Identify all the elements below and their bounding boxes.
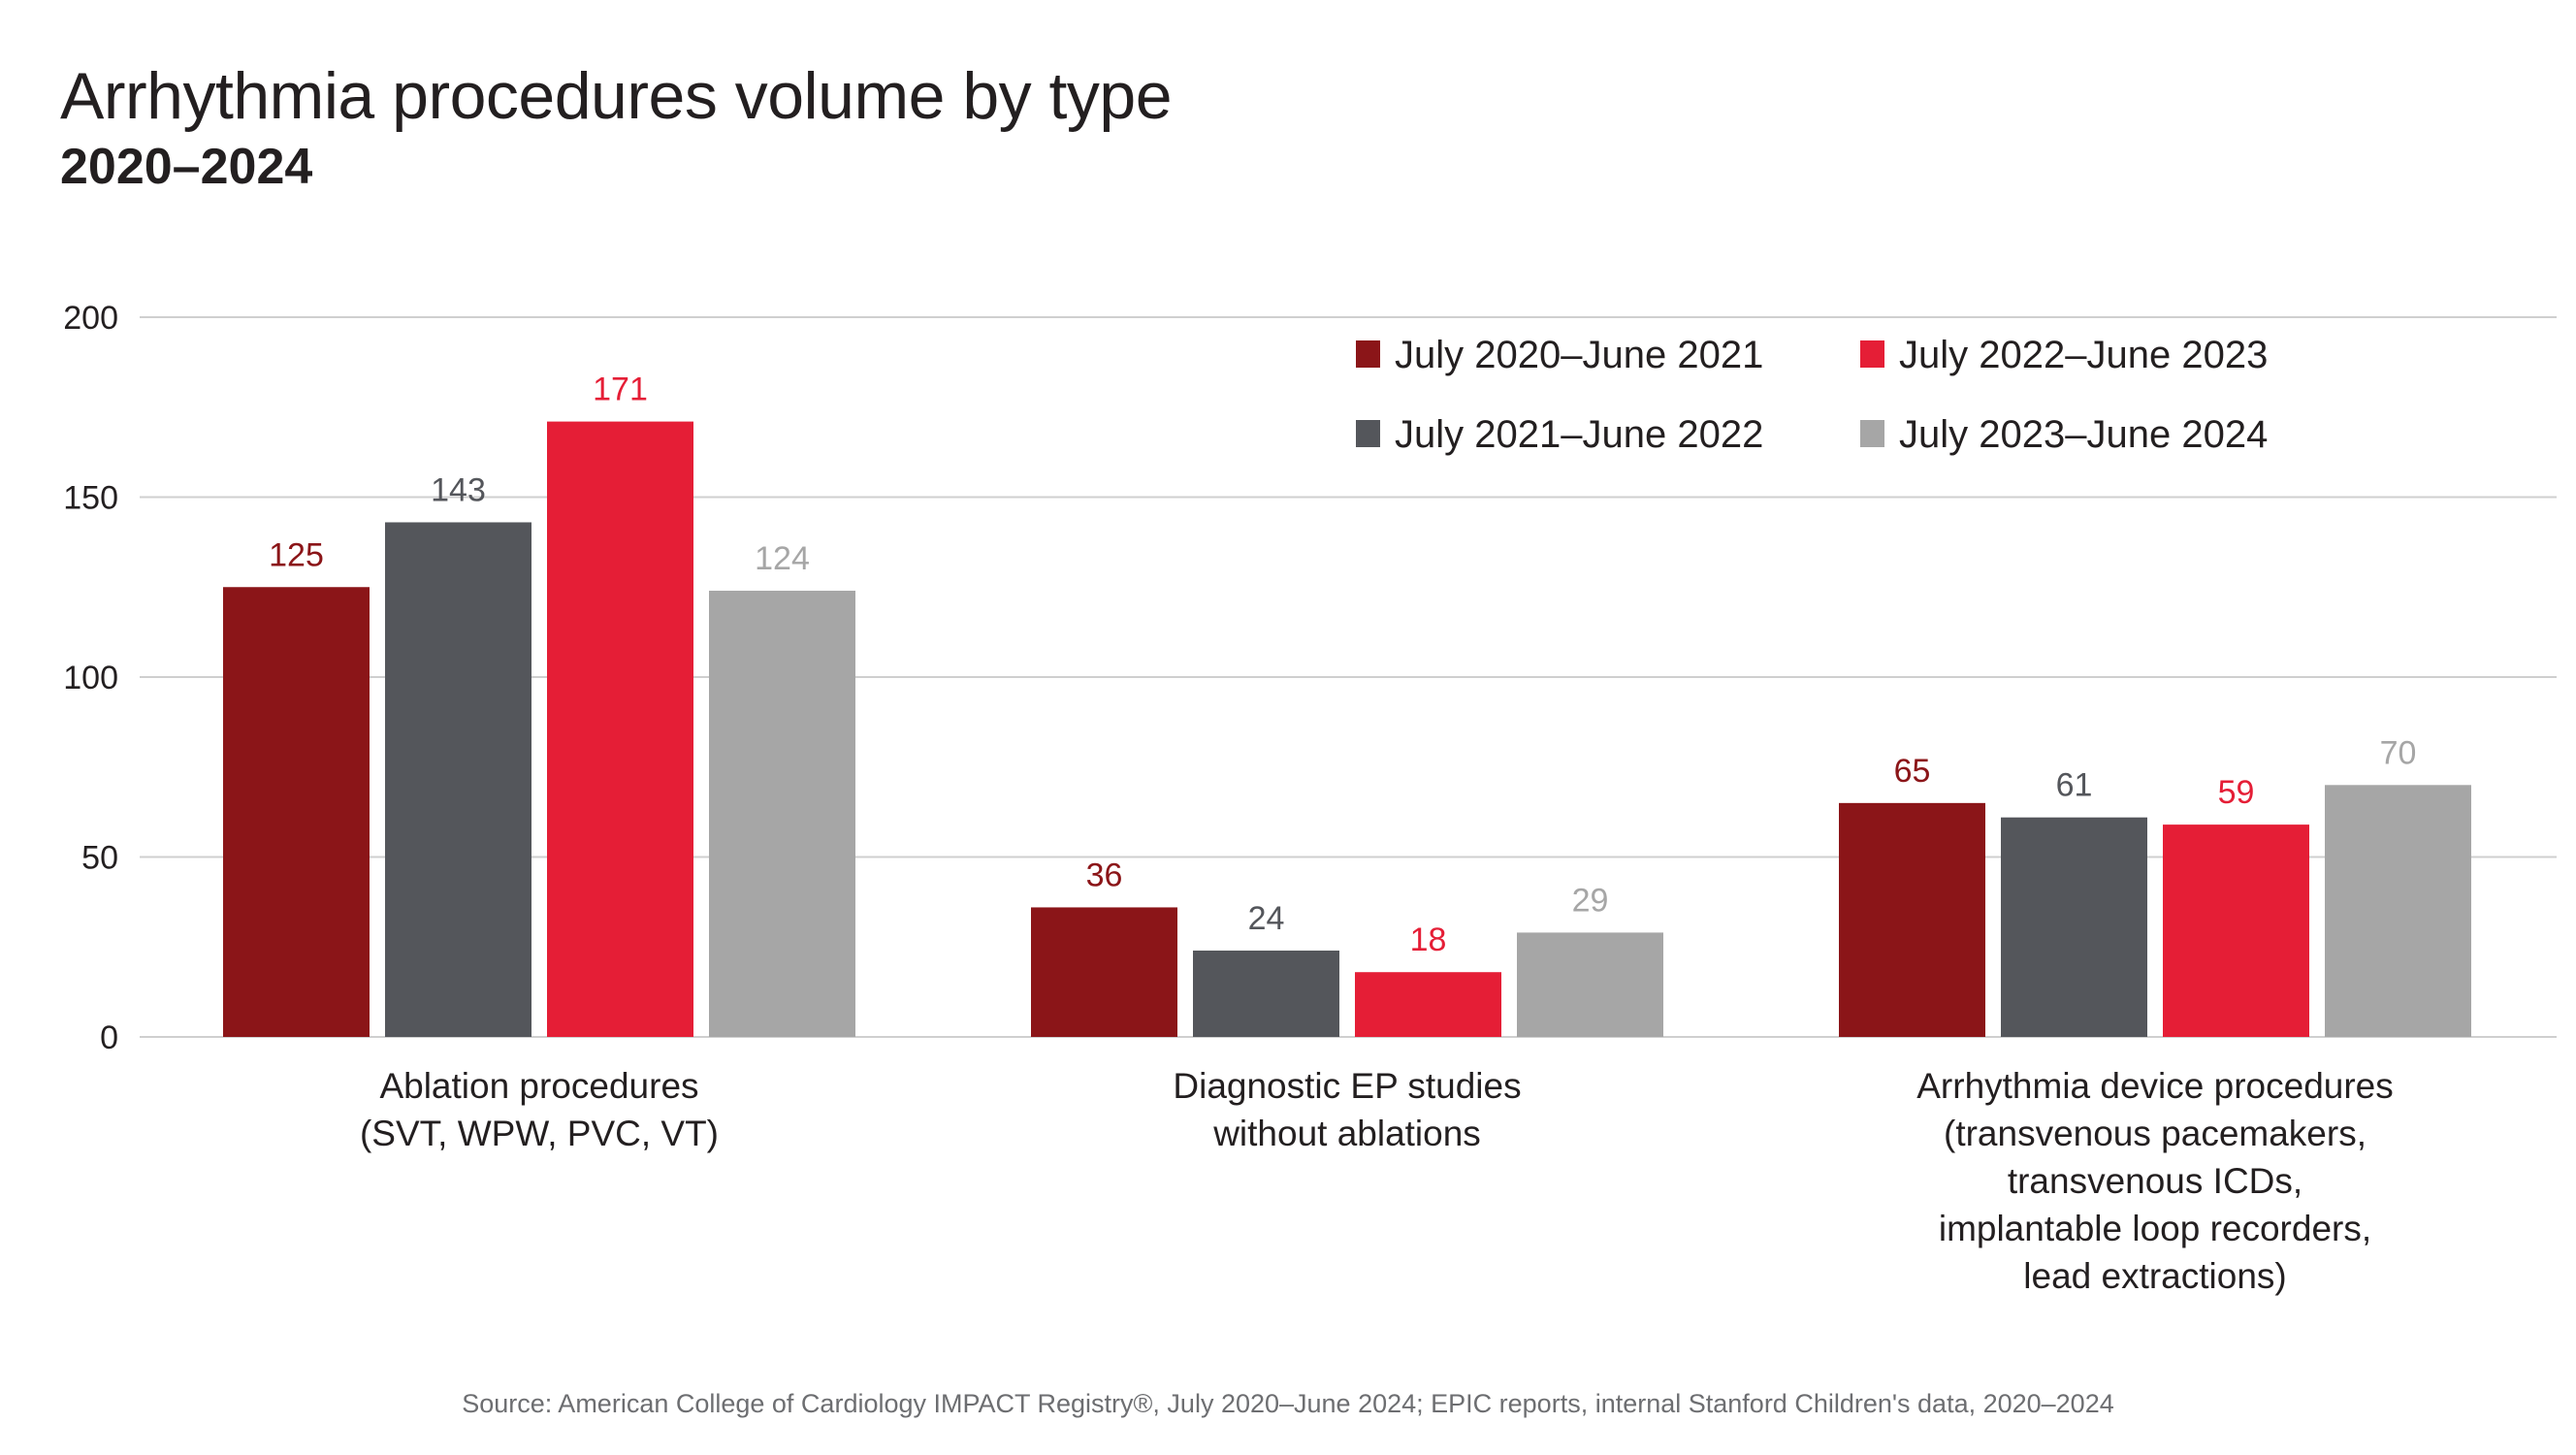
bar <box>2325 785 2471 1037</box>
legend-swatch <box>1356 340 1380 368</box>
value-label: 59 <box>2218 774 2255 811</box>
bar <box>223 587 370 1037</box>
value-label: 70 <box>2380 734 2417 771</box>
value-label: 36 <box>1086 857 1123 893</box>
legend-swatch <box>1860 340 1884 368</box>
y-tick-label: 150 <box>63 480 118 517</box>
bars <box>223 421 2471 1038</box>
value-labels: 125 143 171 124 36 24 18 29 65 61 59 70 <box>269 372 2416 959</box>
legend-label: July 2021–June 2022 <box>1395 413 1763 456</box>
value-label: 29 <box>1572 882 1609 919</box>
category-label: implantable loop recorders, <box>1939 1209 2371 1248</box>
category-label: (transvenous pacemakers, <box>1944 1114 2367 1153</box>
y-tick-label: 50 <box>81 840 118 877</box>
bar <box>385 522 531 1037</box>
category-label: transvenous ICDs, <box>2008 1161 2302 1201</box>
category-label: lead extractions) <box>2023 1256 2286 1296</box>
category-label: Arrhythmia device procedures <box>1916 1066 2394 1106</box>
bar <box>1031 907 1177 1037</box>
bar <box>1355 972 1501 1037</box>
bar <box>2163 824 2309 1037</box>
legend-label: July 2023–June 2024 <box>1899 413 2268 456</box>
value-label: 65 <box>1894 753 1931 790</box>
category-label: (SVT, WPW, PVC, VT) <box>360 1114 719 1153</box>
legend-swatch <box>1860 420 1884 447</box>
category-label: Ablation procedures <box>379 1066 698 1106</box>
value-label: 124 <box>755 540 810 577</box>
legend-swatch <box>1356 420 1380 447</box>
value-label: 125 <box>269 536 324 573</box>
bar <box>1193 950 1339 1037</box>
value-label: 143 <box>431 471 486 508</box>
bar <box>2001 817 2147 1037</box>
category-label: without ablations <box>1212 1114 1481 1153</box>
y-tick-label: 0 <box>100 1019 118 1056</box>
legend: July 2020–June 2021 July 2022–June 2023 Ju… <box>1356 334 2268 456</box>
category-labels: Ablation procedures (SVT, WPW, PVC, VT) Di… <box>360 1066 2394 1296</box>
value-label: 61 <box>2056 767 2093 804</box>
value-label: 24 <box>1248 900 1285 937</box>
gridlines <box>140 316 2557 1038</box>
bar <box>1839 802 1985 1037</box>
y-tick-label: 200 <box>63 300 118 337</box>
legend-label: July 2022–June 2023 <box>1899 334 2268 376</box>
category-label: Diagnostic EP studies <box>1173 1066 1521 1106</box>
value-label: 171 <box>593 372 648 408</box>
bar <box>1517 932 1663 1037</box>
y-tick-label: 100 <box>63 660 118 696</box>
chart-subtitle: 2020–2024 <box>60 139 313 195</box>
chart-title: Arrhythmia procedures volume by type <box>60 59 1173 133</box>
bar <box>547 421 693 1038</box>
value-label: 18 <box>1410 922 1447 958</box>
bar <box>709 590 855 1037</box>
y-axis: 0 50 100 150 200 <box>63 300 118 1056</box>
legend-label: July 2020–June 2021 <box>1395 334 1763 376</box>
source-note: Source: American College of Cardiology I… <box>462 1389 2114 1418</box>
